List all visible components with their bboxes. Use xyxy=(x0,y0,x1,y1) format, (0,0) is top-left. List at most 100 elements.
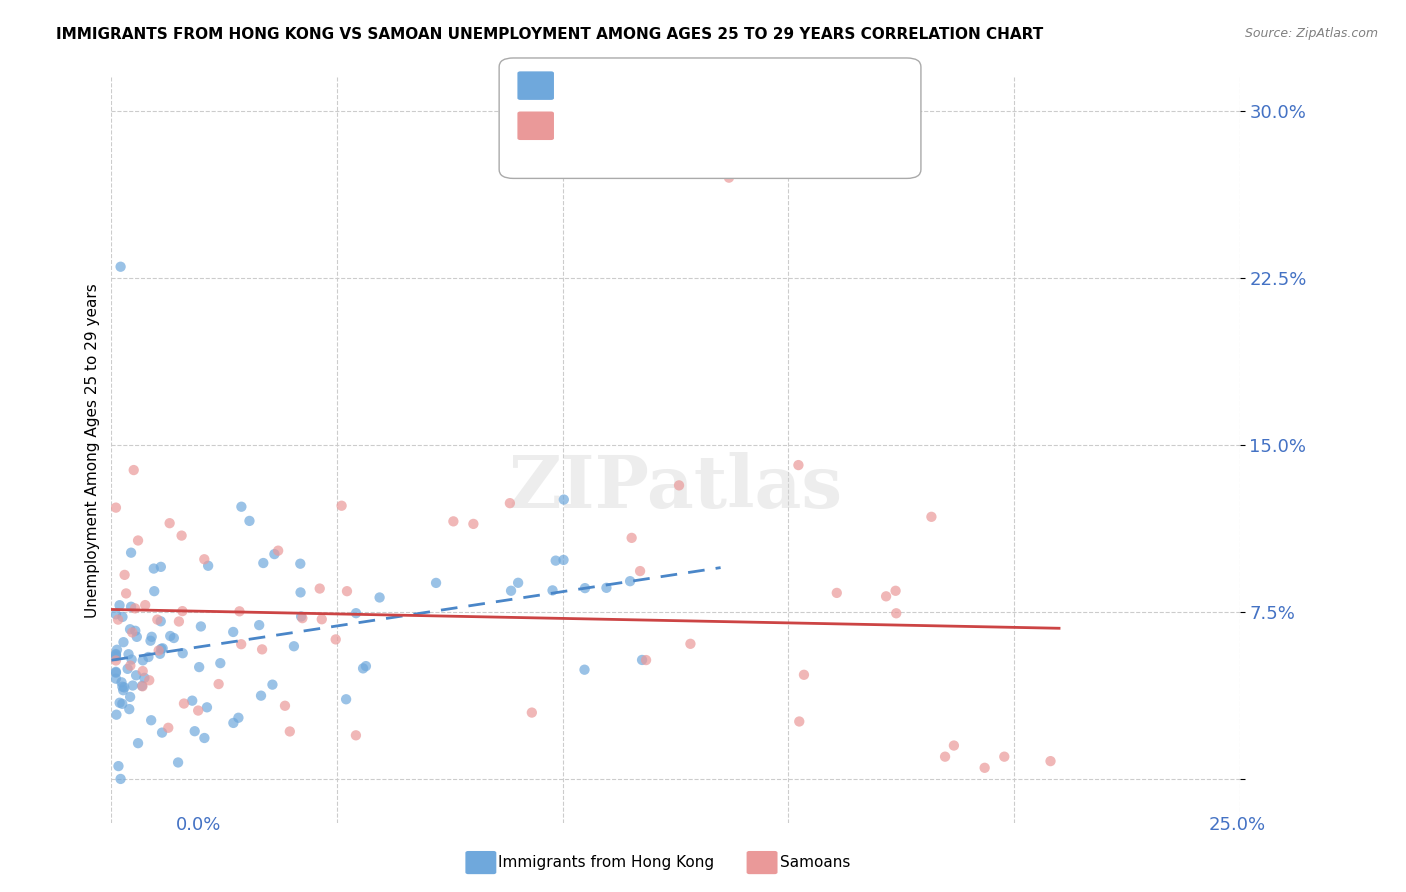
Point xyxy=(122,463,145,477)
Point xyxy=(127,736,149,750)
Point xyxy=(120,546,142,560)
Point xyxy=(104,607,127,622)
Point xyxy=(679,637,702,651)
Point xyxy=(628,564,651,578)
Point xyxy=(344,606,367,620)
Point xyxy=(139,633,162,648)
Point xyxy=(134,671,156,685)
Point xyxy=(368,591,391,605)
Point xyxy=(193,731,215,745)
Point xyxy=(283,640,305,654)
Point xyxy=(134,598,156,612)
Point xyxy=(120,690,142,704)
Point xyxy=(149,559,172,574)
Point xyxy=(668,478,690,492)
Point xyxy=(553,553,575,567)
Point xyxy=(290,585,312,599)
Point xyxy=(247,618,270,632)
Point xyxy=(121,625,143,640)
Point xyxy=(150,725,173,739)
Text: N =: N = xyxy=(672,77,703,95)
Point xyxy=(121,652,143,666)
Point xyxy=(620,531,643,545)
Point xyxy=(104,672,127,686)
Point xyxy=(110,772,132,786)
Point xyxy=(138,650,160,665)
Point xyxy=(138,673,160,688)
Point xyxy=(574,581,596,595)
Point xyxy=(291,611,314,625)
Point xyxy=(631,653,654,667)
Point xyxy=(425,575,447,590)
Point xyxy=(595,581,617,595)
Point xyxy=(574,663,596,677)
Point xyxy=(149,647,172,661)
Point xyxy=(993,749,1015,764)
Point xyxy=(717,170,740,185)
Point xyxy=(499,496,522,510)
Point xyxy=(107,613,129,627)
Point xyxy=(108,696,131,710)
Point xyxy=(787,458,810,472)
Point xyxy=(541,583,564,598)
Point xyxy=(195,700,218,714)
Point xyxy=(157,721,180,735)
Point xyxy=(170,528,193,542)
Point xyxy=(112,683,135,698)
Point xyxy=(110,675,132,690)
Point xyxy=(105,642,128,657)
Point xyxy=(793,667,815,681)
Y-axis label: Unemployment Among Ages 25 to 29 years: Unemployment Among Ages 25 to 29 years xyxy=(86,283,100,618)
Point xyxy=(187,704,209,718)
Point xyxy=(308,582,330,596)
Point xyxy=(920,509,942,524)
Point xyxy=(131,679,153,693)
Point xyxy=(111,680,134,694)
Point xyxy=(228,604,250,618)
Point xyxy=(354,659,377,673)
Point xyxy=(114,567,136,582)
Point xyxy=(787,714,810,729)
Text: 0.235: 0.235 xyxy=(605,77,657,95)
Point xyxy=(250,642,273,657)
Point xyxy=(508,575,530,590)
Point xyxy=(934,749,956,764)
Point xyxy=(120,599,142,614)
Point xyxy=(110,260,132,274)
Point xyxy=(336,584,359,599)
Point xyxy=(190,619,212,633)
Point xyxy=(124,624,146,638)
Point xyxy=(463,516,485,531)
Point xyxy=(167,615,190,629)
Point xyxy=(193,552,215,566)
Point xyxy=(278,724,301,739)
Point xyxy=(117,662,139,676)
Text: 92: 92 xyxy=(714,77,738,95)
Text: IMMIGRANTS FROM HONG KONG VS SAMOAN UNEMPLOYMENT AMONG AGES 25 TO 29 YEARS CORRE: IMMIGRANTS FROM HONG KONG VS SAMOAN UNEM… xyxy=(56,27,1043,42)
Point xyxy=(104,500,127,515)
Point xyxy=(141,713,163,727)
Point xyxy=(141,630,163,644)
Point xyxy=(121,679,143,693)
Point xyxy=(104,647,127,661)
Point xyxy=(222,715,245,730)
Point xyxy=(115,586,138,600)
Point xyxy=(127,533,149,548)
Text: R =: R = xyxy=(560,77,591,95)
Point xyxy=(104,665,127,679)
Point xyxy=(884,583,907,598)
Text: ZIPatlas: ZIPatlas xyxy=(509,452,842,524)
Point xyxy=(167,756,190,770)
Point xyxy=(352,661,374,675)
Point xyxy=(262,678,284,692)
Point xyxy=(252,556,274,570)
Point xyxy=(117,647,139,661)
Point xyxy=(120,658,142,673)
Point xyxy=(159,516,181,531)
Point xyxy=(111,610,134,624)
Point xyxy=(231,637,253,651)
Point xyxy=(209,656,232,670)
Point xyxy=(619,574,641,589)
Point xyxy=(520,706,543,720)
Point xyxy=(104,649,127,664)
